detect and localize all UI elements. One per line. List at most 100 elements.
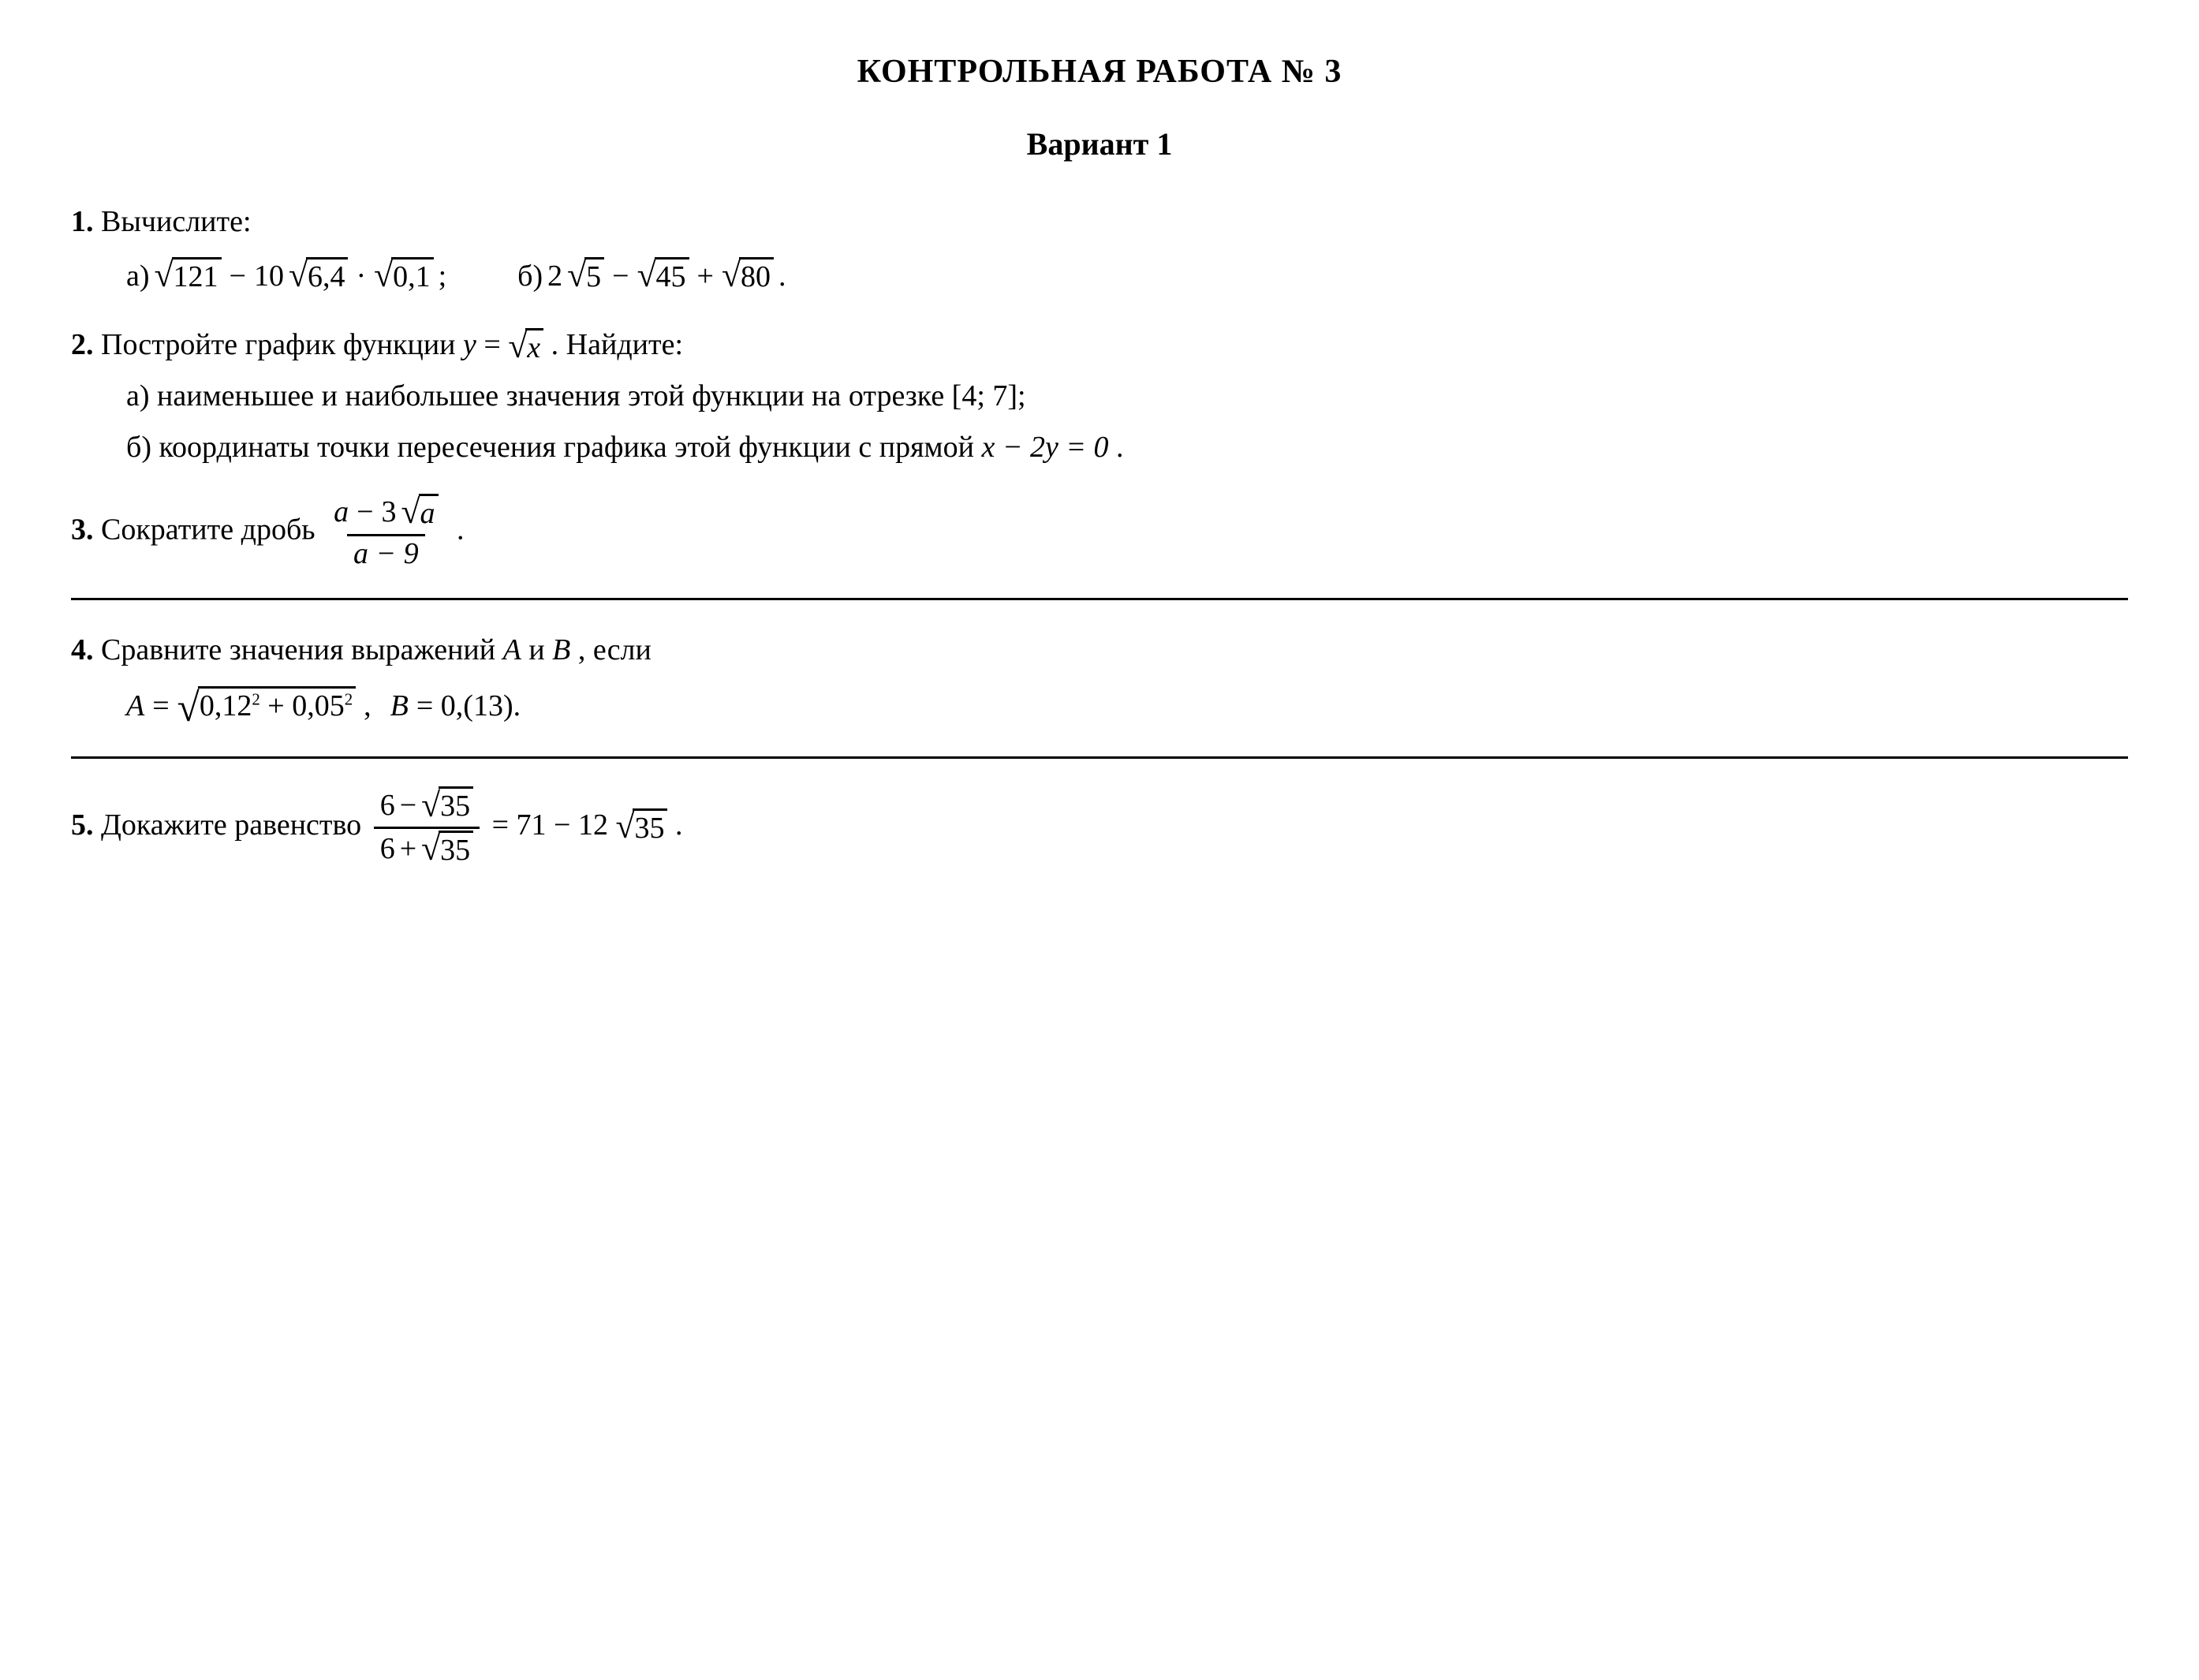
problem-number: 2. bbox=[71, 328, 94, 361]
radicand: a bbox=[419, 494, 439, 532]
sqrt-icon: √ 5 bbox=[567, 257, 604, 296]
punct: . bbox=[457, 513, 465, 546]
rhs-12: 12 bbox=[578, 808, 608, 842]
sub-label: б) bbox=[517, 254, 543, 299]
sqrt-icon: √ 121 bbox=[155, 257, 222, 296]
radical-icon: √ bbox=[401, 495, 420, 530]
sqrt-icon: √ 35 bbox=[421, 786, 473, 825]
problem-text-after: , если bbox=[578, 633, 651, 666]
plus-op: + bbox=[400, 833, 416, 866]
sqrt-icon: √ x bbox=[508, 328, 543, 367]
sub-label: б) bbox=[126, 431, 151, 464]
radicand: 121 bbox=[172, 257, 222, 296]
divider bbox=[71, 756, 2128, 759]
fraction: a − 3 √ a a − 9 bbox=[327, 494, 444, 570]
problem-text-before: Сравните значения выражений bbox=[101, 633, 503, 666]
radicand: 35 bbox=[439, 786, 473, 825]
problem-text: Вычислите: bbox=[101, 205, 252, 238]
radicand: 0,1 bbox=[391, 257, 434, 296]
radical-icon: √ bbox=[155, 259, 174, 293]
and: и bbox=[528, 633, 552, 666]
problem-1-subs: а) √ 121 − 10 √ 6,4 · √ 0,1 ; б) 2 √ 5 bbox=[71, 254, 2128, 299]
b-value: = 0,(13). bbox=[416, 684, 521, 729]
six: 6 bbox=[380, 790, 395, 823]
sub-text-before: координаты точки пересечения графика это… bbox=[159, 431, 982, 464]
radical-icon: √ bbox=[289, 259, 308, 293]
coeff: 3 bbox=[382, 496, 397, 529]
problem-1: 1. Вычислите: а) √ 121 − 10 √ 6,4 · √ 0,… bbox=[71, 200, 2128, 299]
problem-text-after: . Найдите: bbox=[551, 328, 683, 361]
radicand: 35 bbox=[633, 808, 667, 847]
var-B: B bbox=[390, 684, 409, 729]
problem-2: 2. Постройте график функции y = √ x . На… bbox=[71, 323, 2128, 470]
divider bbox=[71, 598, 2128, 600]
plus-op: + bbox=[267, 689, 292, 722]
problem-number: 1. bbox=[71, 205, 94, 238]
punct: . bbox=[778, 254, 786, 299]
equals: = bbox=[492, 808, 517, 842]
radicand: x bbox=[525, 328, 543, 367]
exp: 2 bbox=[345, 689, 353, 708]
sqrt-icon: √ 0,122 + 0,052 bbox=[177, 686, 357, 728]
radical-icon: √ bbox=[567, 259, 586, 293]
var-a: a bbox=[334, 496, 349, 529]
problem-1a: а) √ 121 − 10 √ 6,4 · √ 0,1 ; bbox=[126, 254, 446, 299]
sub-label: а) bbox=[126, 254, 150, 299]
sub-text-after: . bbox=[1116, 431, 1124, 464]
sqrt-icon: √ a bbox=[401, 494, 439, 532]
var-B: B bbox=[552, 633, 570, 666]
sqrt-icon: √ 35 bbox=[615, 808, 667, 847]
var-A: A bbox=[126, 684, 144, 729]
minus-op: − bbox=[554, 808, 578, 842]
problem-2a: а) наименьшее и наибольшее значения этой… bbox=[71, 374, 2128, 419]
minus-op: − bbox=[400, 790, 416, 823]
variant-heading: Вариант 1 bbox=[71, 121, 2128, 168]
minus-op: − bbox=[230, 254, 246, 299]
rhs-71: 71 bbox=[517, 808, 547, 842]
problem-3: 3. Сократите дробь a − 3 √ a a − 9 . bbox=[71, 494, 2128, 570]
radicand: 80 bbox=[739, 257, 774, 296]
radical-icon: √ bbox=[637, 259, 656, 293]
radical-icon: √ bbox=[722, 259, 741, 293]
dot-op: · bbox=[356, 254, 366, 299]
fraction: 6 − √ 35 6 + √ 35 bbox=[374, 786, 480, 868]
term2: 0,05 bbox=[292, 689, 345, 722]
sub-label: а) bbox=[126, 379, 150, 413]
radical-icon: √ bbox=[508, 330, 527, 364]
problem-text-before: Постройте график функции bbox=[101, 328, 463, 361]
radical-icon: √ bbox=[615, 810, 634, 845]
minus-op: − bbox=[612, 254, 629, 299]
radicand: 0,122 + 0,052 bbox=[198, 686, 356, 728]
problem-number: 4. bbox=[71, 633, 94, 666]
punct: . bbox=[675, 808, 683, 842]
equation: x − 2y = 0 bbox=[981, 431, 1108, 464]
sqrt-icon: √ 35 bbox=[421, 831, 473, 869]
equals: = bbox=[483, 328, 508, 361]
sub-text: наименьшее и наибольшее значения этой фу… bbox=[157, 379, 1026, 413]
equals: = bbox=[152, 684, 169, 729]
sqrt-icon: √ 6,4 bbox=[289, 257, 348, 296]
radicand: 35 bbox=[439, 831, 473, 869]
problem-4-expr: A = √ 0,122 + 0,052 , B = 0,(13). bbox=[71, 684, 2128, 729]
numerator: 6 − √ 35 bbox=[374, 786, 480, 827]
sqrt-icon: √ 45 bbox=[637, 257, 689, 296]
problem-number: 3. bbox=[71, 513, 94, 546]
minus-op: − bbox=[357, 496, 373, 529]
radical-icon: √ bbox=[421, 789, 440, 823]
problem-4: 4. Сравните значения выражений A и B , е… bbox=[71, 628, 2128, 729]
denominator: a − 9 bbox=[347, 534, 425, 571]
six: 6 bbox=[380, 833, 395, 866]
sqrt-icon: √ 0,1 bbox=[374, 257, 433, 296]
coeff: 10 bbox=[254, 254, 284, 299]
coeff: 2 bbox=[547, 254, 562, 299]
term1: 0,12 bbox=[200, 689, 252, 722]
var-A: A bbox=[503, 633, 521, 666]
radicand: 45 bbox=[655, 257, 689, 296]
punct: ; bbox=[439, 254, 447, 299]
var-y: y bbox=[463, 328, 476, 361]
problem-2b: б) координаты точки пересечения графика … bbox=[71, 425, 2128, 470]
numerator: a − 3 √ a bbox=[327, 494, 444, 534]
exp: 2 bbox=[252, 689, 259, 708]
radical-icon: √ bbox=[421, 832, 440, 867]
radicand: 6,4 bbox=[306, 257, 349, 296]
